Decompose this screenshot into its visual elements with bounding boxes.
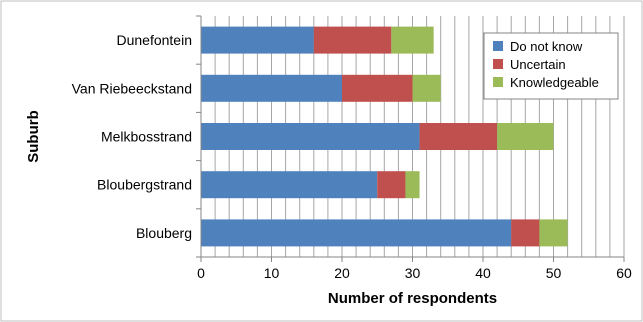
category-label: Van Riebeeckstand	[72, 80, 192, 96]
bar-knowledgeable-bloubergstrand	[405, 171, 420, 199]
x-tick-label: 60	[616, 265, 632, 281]
bar-uncertain-van-riebeeckstand	[342, 74, 413, 102]
category-label: Bloubergstrand	[97, 177, 192, 193]
y-axis-title: Suburb	[25, 110, 42, 163]
bar-do-not-know-dunefontein	[201, 26, 314, 54]
bar-do-not-know-bloubergstrand	[201, 171, 378, 199]
bar-uncertain-melkbosstrand	[419, 123, 498, 150]
category-label: Blouberg	[136, 225, 192, 241]
bar-uncertain-bloubergstrand	[377, 171, 406, 199]
x-tick-label: 50	[546, 265, 562, 281]
bar-knowledgeable-dunefontein	[391, 26, 434, 54]
x-tick-label: 10	[264, 265, 280, 281]
bar-do-not-know-blouberg	[201, 219, 512, 247]
x-tick-label: 30	[405, 265, 421, 281]
bar-uncertain-blouberg	[511, 219, 540, 247]
x-tick-label: 20	[334, 265, 350, 281]
labels: 0 10 20 30 40 50 60 Dunefontein Van Riebeeckstan…	[72, 32, 632, 281]
legend-label: Knowledgeable	[510, 75, 599, 90]
x-tick-label: 0	[197, 265, 205, 281]
bar-knowledgeable-melkbosstrand	[497, 123, 554, 150]
legend-label: Uncertain	[510, 57, 566, 72]
legend-swatch	[493, 59, 503, 69]
legend-box	[483, 32, 619, 100]
bars	[201, 26, 568, 247]
bar-uncertain-dunefontein	[313, 26, 392, 54]
x-tick-label: 40	[475, 265, 491, 281]
legend-swatch	[493, 41, 503, 51]
bar-do-not-know-melkbosstrand	[201, 123, 420, 150]
legend-label: Do not know	[510, 39, 583, 54]
x-axis-title: Number of respondents	[328, 290, 497, 307]
category-label: Melkbosstrand	[101, 129, 192, 145]
bar-knowledgeable-blouberg	[539, 219, 568, 247]
axes	[196, 15, 625, 262]
category-label: Dunefontein	[116, 32, 192, 48]
bar-knowledgeable-van-riebeeckstand	[412, 74, 441, 102]
legend-swatch	[493, 77, 503, 87]
legend: Do not know Uncertain Knowledgeable	[483, 32, 619, 100]
bar-do-not-know-van-riebeeckstand	[201, 74, 342, 102]
